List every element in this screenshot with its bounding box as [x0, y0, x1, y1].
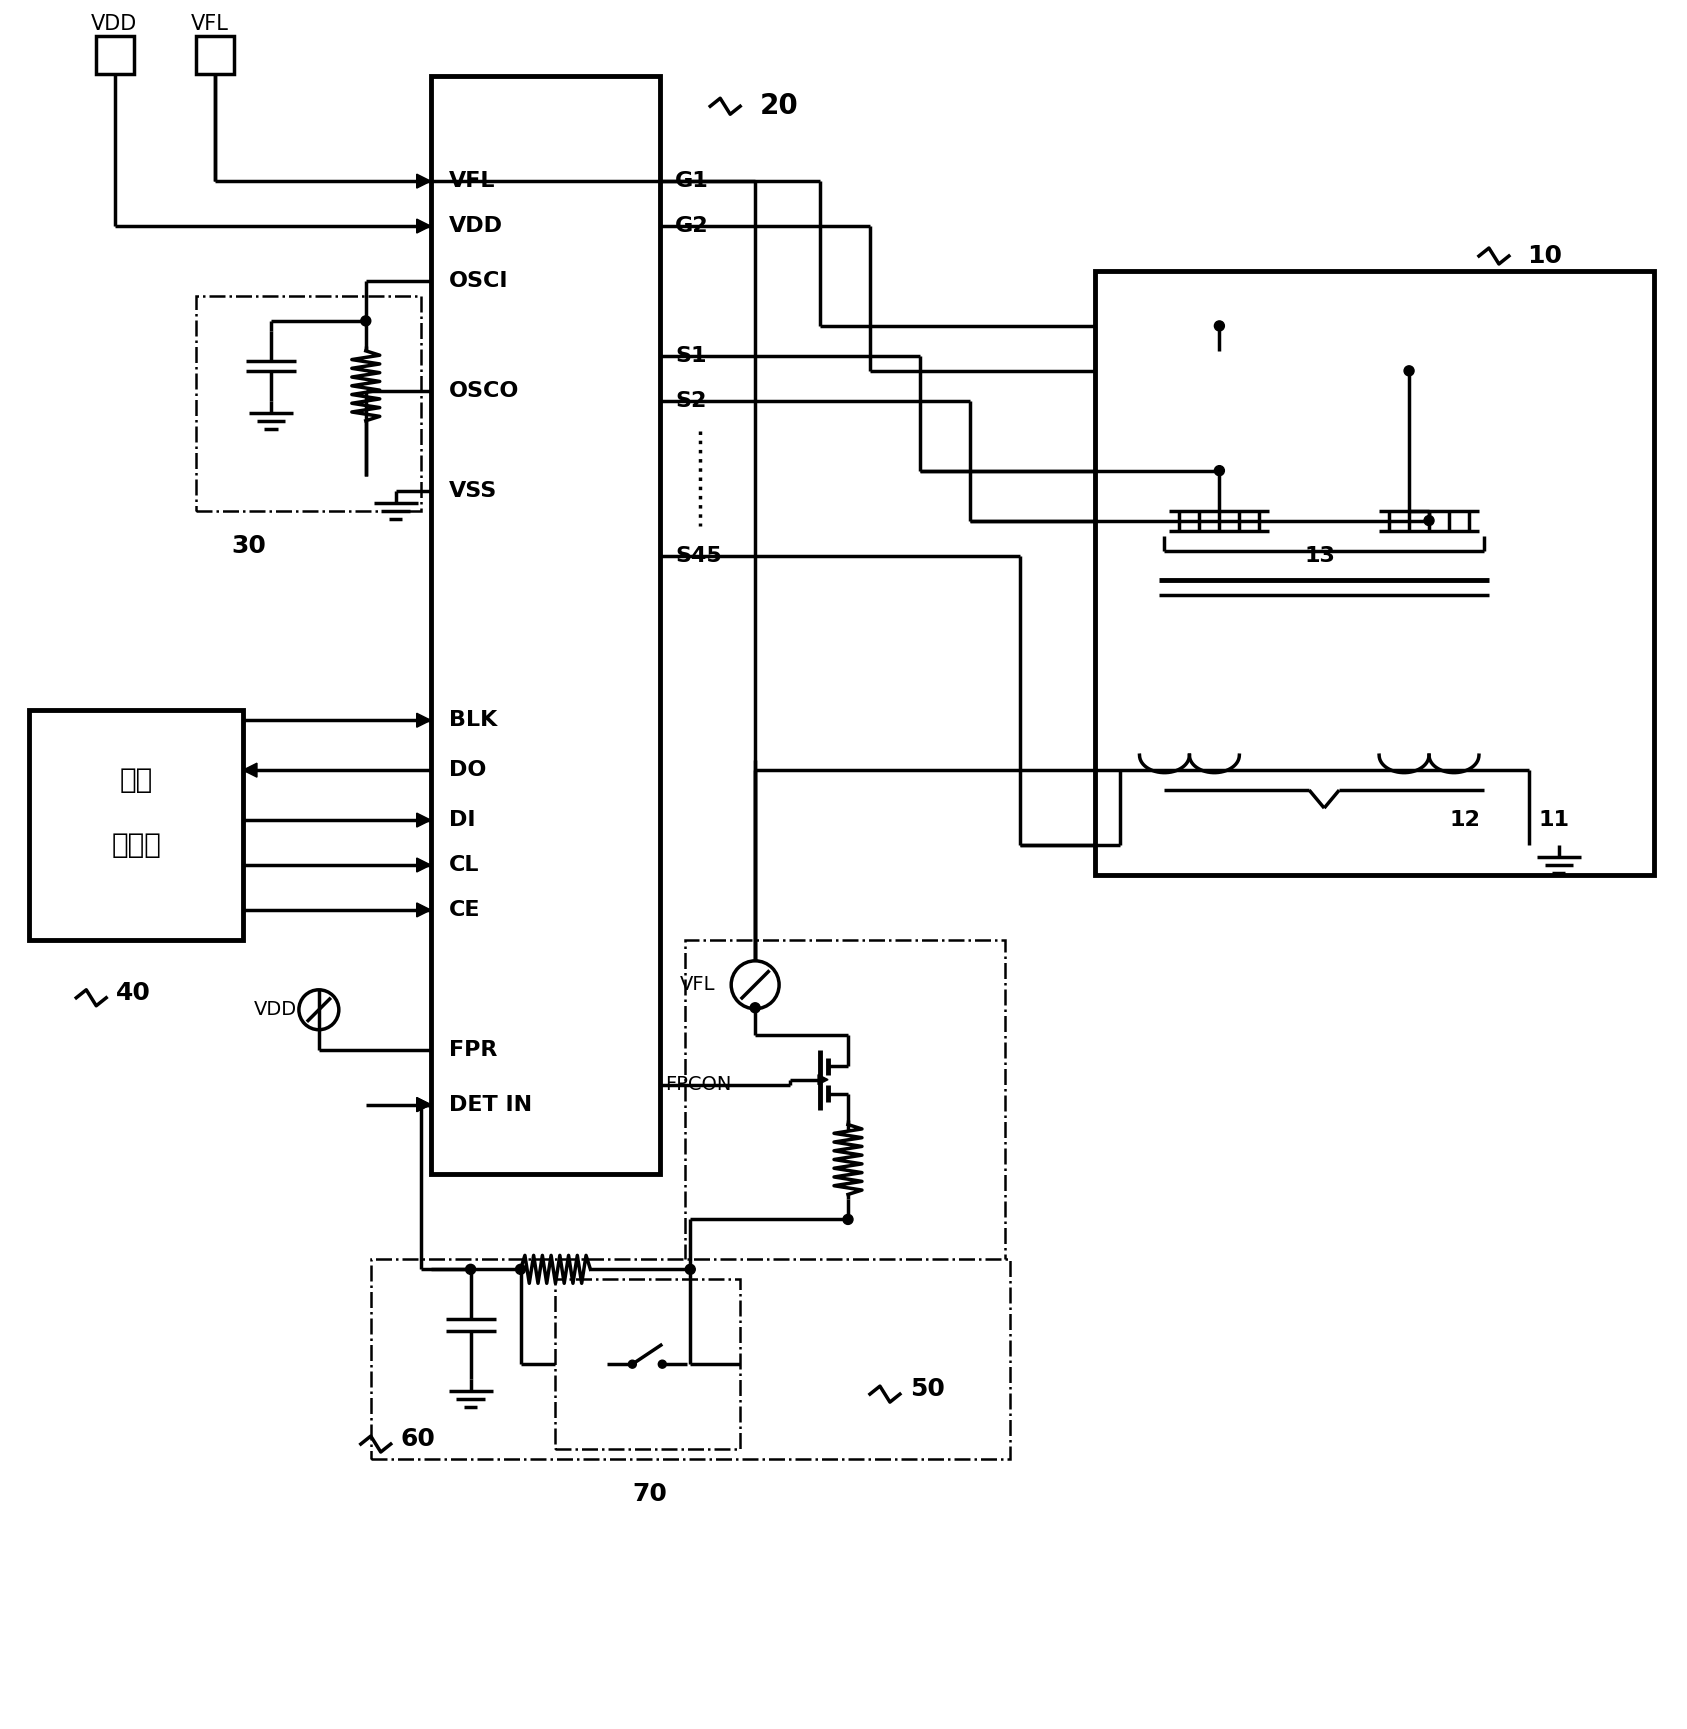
Text: CL: CL: [449, 856, 479, 875]
Polygon shape: [417, 903, 430, 916]
Text: DO: DO: [449, 761, 486, 780]
Bar: [430, 76, 660, 1174]
Text: 外部: 外部: [120, 766, 154, 794]
Text: BLK: BLK: [449, 711, 498, 730]
Polygon shape: [417, 1098, 430, 1112]
Text: VDD: VDD: [449, 216, 503, 237]
Circle shape: [1215, 322, 1225, 330]
Text: DET IN: DET IN: [449, 1094, 531, 1115]
Text: VSS: VSS: [449, 481, 498, 501]
Text: 13: 13: [1304, 546, 1334, 565]
Text: 控制器: 控制器: [111, 832, 160, 859]
Polygon shape: [818, 1075, 828, 1084]
Text: OSCO: OSCO: [449, 380, 520, 401]
Polygon shape: [417, 858, 430, 871]
Circle shape: [466, 1264, 476, 1274]
Polygon shape: [417, 714, 430, 728]
Text: G2: G2: [675, 216, 709, 237]
Text: CE: CE: [449, 899, 481, 920]
Polygon shape: [417, 1098, 430, 1112]
Text: 50: 50: [909, 1376, 945, 1400]
Bar: [96, 36, 135, 74]
Polygon shape: [243, 762, 256, 776]
Text: 60: 60: [402, 1426, 435, 1451]
Text: VFL: VFL: [449, 171, 496, 192]
Bar: [29, 711, 243, 941]
Bar: [1095, 271, 1653, 875]
Polygon shape: [417, 220, 430, 233]
Circle shape: [685, 1264, 695, 1274]
Text: FPCON: FPCON: [665, 1075, 732, 1094]
Text: 40: 40: [116, 980, 152, 1005]
Text: VDD: VDD: [255, 1001, 297, 1020]
Text: S2: S2: [675, 391, 707, 412]
Text: 10: 10: [1527, 244, 1562, 268]
Circle shape: [516, 1264, 526, 1274]
Bar: [685, 941, 1005, 1375]
Circle shape: [1404, 367, 1414, 375]
Text: VFL: VFL: [680, 975, 715, 994]
Text: 12: 12: [1449, 811, 1479, 830]
Bar: [371, 1259, 1011, 1459]
Circle shape: [844, 1214, 854, 1224]
Text: G1: G1: [675, 171, 709, 192]
Text: 20: 20: [761, 92, 800, 121]
Text: OSCI: OSCI: [449, 271, 508, 290]
Text: 30: 30: [231, 534, 267, 557]
Text: 11: 11: [1539, 811, 1571, 830]
Polygon shape: [417, 813, 430, 826]
Circle shape: [658, 1361, 666, 1368]
Text: VFL: VFL: [191, 14, 229, 35]
Polygon shape: [417, 175, 430, 188]
Bar: [555, 1279, 741, 1449]
Bar: [196, 296, 420, 510]
Circle shape: [1424, 515, 1434, 526]
Text: S45: S45: [675, 546, 722, 565]
Circle shape: [628, 1361, 636, 1368]
Circle shape: [361, 316, 371, 325]
Circle shape: [1215, 465, 1225, 475]
Text: S1: S1: [675, 346, 707, 367]
Circle shape: [299, 989, 339, 1030]
Text: DI: DI: [449, 811, 476, 830]
Text: FPR: FPR: [449, 1039, 498, 1060]
Circle shape: [751, 1003, 761, 1013]
Circle shape: [730, 961, 779, 1008]
Bar: [196, 36, 234, 74]
Text: 70: 70: [633, 1482, 668, 1506]
Text: VDD: VDD: [91, 14, 138, 35]
